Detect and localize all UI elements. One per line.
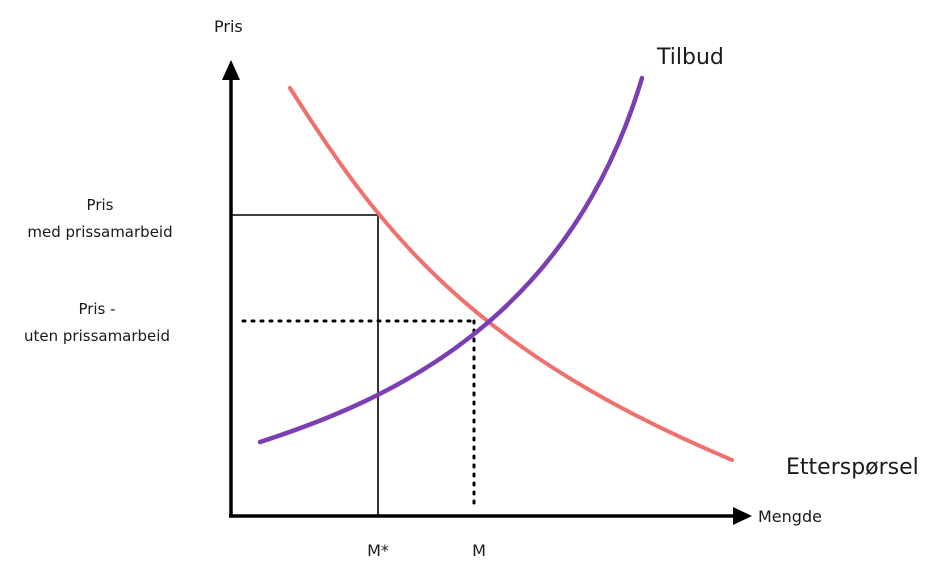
y-axis-label: Pris bbox=[214, 17, 243, 36]
y-axis-arrow bbox=[222, 60, 240, 80]
demand-label: Etterspørsel bbox=[786, 455, 919, 480]
price-without-cartel-label-line1: Pris - bbox=[78, 300, 115, 318]
supply-label: Tilbud bbox=[656, 45, 724, 70]
quantity-cartel-label: M* bbox=[367, 541, 389, 560]
demand-curve bbox=[288, 86, 734, 462]
quantity-market-label: M bbox=[472, 541, 486, 560]
x-axis-label: Mengde bbox=[758, 507, 822, 526]
price-without-cartel-label-line2: uten prissamarbeid bbox=[24, 327, 170, 345]
price-with-cartel-label-line2: med prissamarbeid bbox=[27, 223, 172, 241]
price-with-cartel-label-line1: Pris bbox=[87, 196, 114, 214]
supply-curve bbox=[257, 75, 645, 445]
x-axis-arrow bbox=[733, 507, 752, 525]
